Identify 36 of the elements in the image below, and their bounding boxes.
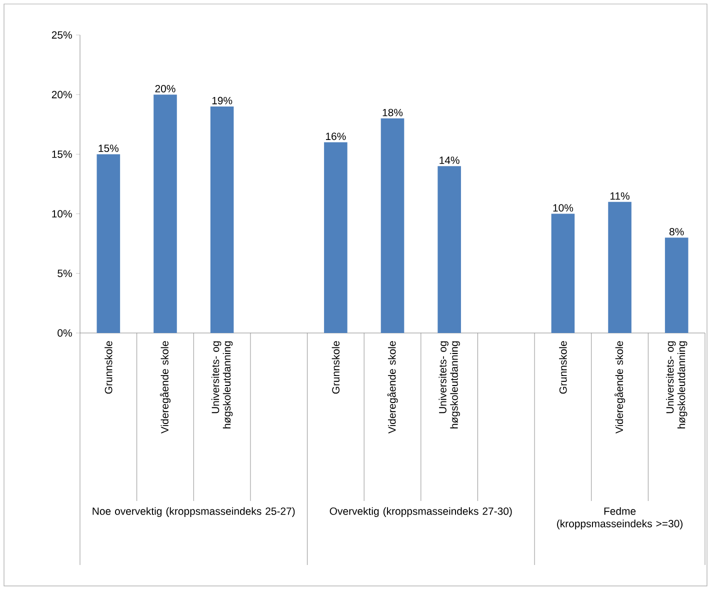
x-tick-label: Grunnskole: [332, 341, 340, 394]
y-tick-label: 20%: [52, 90, 72, 98]
x-tick-label: Videregående skole: [614, 341, 626, 434]
data-label: 20%: [155, 84, 176, 92]
x-tick-label: Universitets- og høgskoleutdanning: [438, 341, 460, 428]
data-label: 19%: [212, 96, 232, 104]
text: Overvektig (kroppsmasseindeks 27-30): [330, 507, 512, 517]
bar: [324, 142, 348, 333]
y-tick-label: 10%: [52, 210, 72, 218]
y-tick-label: 0%: [58, 329, 72, 337]
x-tick-label: Grunnskole: [559, 341, 567, 394]
y-tick-label: 25%: [52, 31, 72, 39]
x-tick-label: Universitets- og høgskoleutdanning: [211, 341, 233, 428]
x-tick-label: Videregående skole: [387, 341, 398, 434]
bar: [438, 166, 461, 333]
data-label: 14%: [440, 156, 460, 164]
data-label: 18%: [382, 108, 403, 116]
data-label: 16%: [326, 132, 346, 140]
bar: [96, 154, 120, 333]
x-tick-label: Grunnskole: [104, 341, 112, 394]
bar: [154, 94, 177, 333]
y-tick-label: 15%: [52, 150, 72, 158]
x-tick-label: Universitets- og høgskoleutdanning: [666, 341, 688, 428]
data-label: 15%: [98, 144, 119, 152]
y-tick-label: 5%: [58, 270, 72, 278]
bar: [551, 214, 575, 333]
bar: [664, 238, 688, 333]
bar: [608, 202, 632, 333]
x-tick-label: Videregående skole: [160, 341, 171, 434]
bar: [210, 106, 234, 333]
data-label: 10%: [553, 204, 574, 212]
data-label: 8%: [669, 228, 684, 236]
text: Noe overvektig (kroppsmasseindeks 25-27): [92, 507, 295, 517]
data-label: 11%: [610, 192, 630, 200]
bar: [380, 118, 404, 333]
text: Fedme (kroppsmasseindeks >=30): [557, 507, 682, 530]
